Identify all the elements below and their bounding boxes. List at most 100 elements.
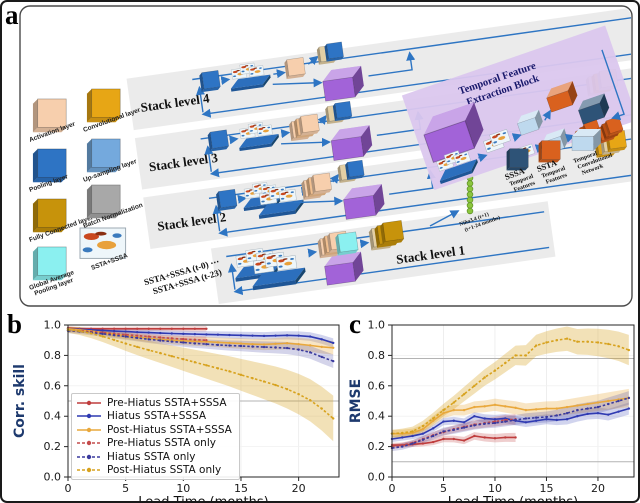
series-marker	[112, 329, 116, 333]
series-marker	[421, 427, 425, 431]
series-marker	[504, 436, 507, 439]
series-marker	[193, 338, 197, 341]
series-marker	[274, 334, 277, 337]
series-marker	[576, 340, 579, 343]
series-marker	[182, 327, 185, 330]
series-marker	[285, 334, 289, 337]
series-marker	[147, 338, 150, 341]
series-marker	[431, 440, 435, 444]
output-arrow	[429, 210, 460, 227]
series-band	[392, 402, 629, 443]
series-marker	[320, 345, 323, 349]
panel-c-letter: c	[349, 309, 361, 339]
series-marker	[493, 437, 497, 440]
series-marker	[607, 399, 610, 403]
series-marker	[112, 327, 116, 330]
series-marker	[452, 437, 455, 441]
series-marker	[442, 437, 445, 441]
series-marker	[182, 339, 185, 343]
series-marker	[442, 420, 445, 423]
plot-border	[391, 324, 635, 478]
series-marker	[411, 442, 414, 445]
series-marker	[135, 330, 139, 334]
series-marker	[524, 408, 528, 412]
y-tick-label: 0.4	[44, 410, 62, 423]
series-marker	[576, 404, 579, 407]
series-marker	[216, 367, 220, 370]
legend-entry: Post-Hiatus SSTA only	[76, 464, 232, 478]
y-tick-label: 1.0	[368, 319, 386, 332]
panel-a-letter: a	[5, 0, 19, 30]
series-marker	[251, 342, 254, 346]
series-marker	[555, 407, 558, 410]
series-marker	[332, 346, 335, 349]
series-marker	[473, 405, 476, 409]
series-marker	[216, 333, 220, 336]
series-marker	[182, 337, 185, 341]
series-marker	[182, 332, 185, 336]
legend-entry: Hiatus SSTA only	[76, 450, 232, 464]
stack-level-1-band: Stack level 1	[210, 201, 556, 305]
global-average-pooling-slab	[334, 231, 359, 256]
y-tick-label: 0.0	[368, 471, 386, 484]
ssta-sssa-map-image	[79, 227, 127, 260]
panel-b-letter: b	[7, 309, 23, 339]
x-axis-label: Lead Time (months)	[448, 495, 578, 503]
series-marker	[308, 344, 312, 347]
series-marker	[251, 377, 254, 380]
series-marker	[586, 340, 589, 343]
x-axis-label: Lead Time (months)	[138, 495, 268, 503]
legend-swatch	[77, 441, 101, 446]
series-marker	[627, 396, 631, 400]
series-marker	[514, 436, 517, 439]
series-marker	[421, 438, 425, 441]
series-marker	[239, 373, 243, 377]
series-marker	[462, 408, 466, 412]
series-marker	[274, 383, 277, 387]
series-marker	[182, 358, 185, 361]
series-marker	[101, 327, 104, 330]
y-axis-label: Corr. skill	[12, 364, 28, 438]
series-marker	[401, 431, 404, 435]
series-marker	[285, 342, 289, 345]
legend-swatch	[77, 414, 101, 419]
rmse-chart: 0 5 10 15 20 0.0 0.2 0.4 0.6 0.8 1.0 Lead Time (mon…	[348, 319, 635, 503]
series-marker	[205, 364, 208, 367]
series-marker	[452, 419, 455, 422]
y-tick-label: 0.6	[368, 379, 386, 392]
series-marker	[473, 384, 476, 387]
pooling-cube	[207, 129, 230, 152]
legend-ssta-sssa-map: SSTA+SSSA	[79, 227, 129, 272]
series-line	[391, 397, 630, 449]
series-marker	[586, 407, 589, 410]
series-marker	[462, 421, 466, 424]
series-marker	[565, 405, 569, 409]
series-marker	[193, 327, 197, 330]
series-marker	[401, 445, 404, 448]
x-tick-label: 0	[65, 482, 72, 495]
series-marker	[228, 341, 231, 345]
output-slab-blue	[323, 41, 345, 62]
series-marker	[112, 338, 116, 342]
series-marker	[555, 414, 558, 417]
series-marker	[262, 334, 266, 338]
series-marker	[462, 426, 466, 429]
series-marker	[332, 359, 335, 363]
series-marker	[607, 413, 610, 416]
series-marker	[534, 344, 538, 347]
series-marker	[205, 339, 208, 342]
series-marker	[452, 428, 455, 432]
series-marker	[297, 392, 300, 396]
series-marker	[514, 418, 517, 422]
series-marker	[431, 427, 435, 430]
series-marker	[555, 339, 558, 342]
series-marker	[442, 408, 445, 412]
legend-label: Post-Hiatus SSTA+SSSA	[107, 423, 232, 436]
series-marker	[483, 405, 486, 408]
series-marker	[159, 327, 162, 330]
series-marker	[473, 424, 476, 427]
series-marker	[555, 418, 558, 422]
series-marker	[320, 407, 323, 410]
series-marker	[124, 335, 127, 338]
